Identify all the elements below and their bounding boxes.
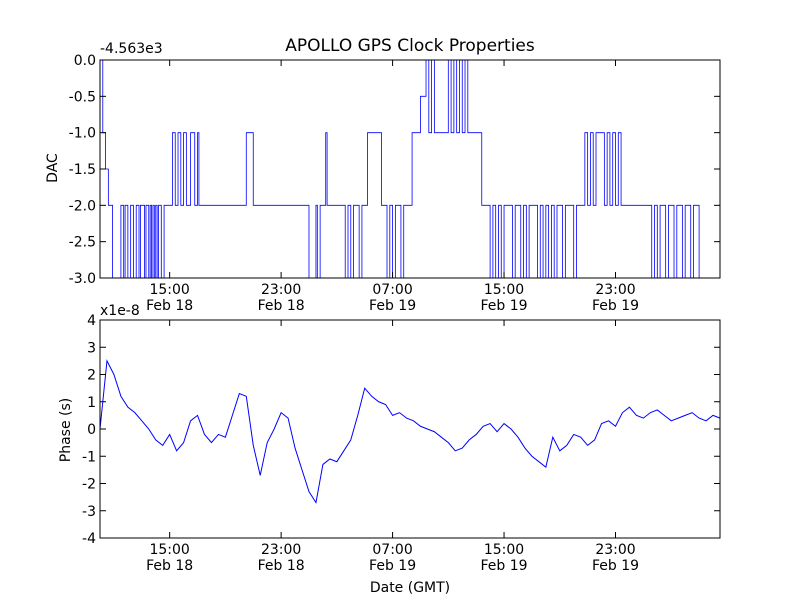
top-axes-frame <box>99 59 721 279</box>
bottom-ytick-label: -1 <box>82 449 96 465</box>
top-yticks: 0.0 -0.5 -1.0 -1.5 -2.0 -2.5 -3.0 <box>69 53 720 287</box>
chart-title: APOLLO GPS Clock Properties <box>285 36 535 56</box>
bottom-xtick-label-date: Feb 19 <box>481 558 528 574</box>
top-xtick-label-date: Feb 19 <box>481 298 528 314</box>
bottom-ytick-label: -2 <box>82 477 96 493</box>
top-series <box>100 59 702 279</box>
top-ytick-label: -2.5 <box>69 235 96 251</box>
bottom-ytick-label: 3 <box>87 340 96 356</box>
bottom-offset-text: x1e-8 <box>100 303 140 319</box>
top-ytick-label: 0.0 <box>74 53 96 69</box>
bottom-series-line <box>99 359 721 504</box>
top-ytick-label: -0.5 <box>69 89 96 105</box>
top-ytick-label: -2.0 <box>69 198 96 214</box>
bottom-ytick-label: -4 <box>82 531 96 547</box>
top-xtick-label-date: Feb 19 <box>592 298 639 314</box>
bottom-axes-frame <box>99 319 721 539</box>
top-ytick-label: -1.5 <box>69 162 96 178</box>
top-xtick-label-time: 15:00 <box>149 282 189 298</box>
top-xtick-label-date: Feb 19 <box>369 298 416 314</box>
bottom-ylabel: Phase (s) <box>58 398 74 462</box>
top-ytick-label: -1.0 <box>69 126 96 142</box>
bottom-xtick-label-date: Feb 19 <box>369 558 416 574</box>
top-xtick-label-date: Feb 18 <box>146 298 193 314</box>
top-xtick-label-time: 15:00 <box>484 282 524 298</box>
bottom-ytick-label: 4 <box>87 313 96 329</box>
top-ylabel: DAC <box>45 153 61 183</box>
top-xtick-label-time: 07:00 <box>372 282 412 298</box>
bottom-xtick-label-time: 15:00 <box>149 542 189 558</box>
bottom-ytick-label: 0 <box>87 422 96 438</box>
bottom-ytick-label: -3 <box>82 504 96 520</box>
top-xtick-label-time: 23:00 <box>595 282 635 298</box>
bottom-ytick-label: 1 <box>87 395 96 411</box>
bottom-xtick-label-date: Feb 19 <box>592 558 639 574</box>
bottom-xtick-label-time: 07:00 <box>372 542 412 558</box>
bottom-xtick-label-date: Feb 18 <box>146 558 193 574</box>
bottom-xtick-label-time: 23:00 <box>261 542 301 558</box>
bottom-yticks: 4 3 2 1 0 -1 -2 -3 -4 <box>82 313 720 547</box>
bottom-xtick-label-time: 23:00 <box>595 542 635 558</box>
x-axis-label: Date (GMT) <box>370 580 450 596</box>
top-xtick-label-time: 23:00 <box>261 282 301 298</box>
bottom-series <box>99 359 721 504</box>
panel-top: -4.563e3 DAC 0.0 -0.5 -1.0 -1.5 -2.0 -2.5 -3.0… <box>45 41 721 314</box>
top-offset-text: -4.563e3 <box>100 41 163 57</box>
bottom-xtick-label-time: 15:00 <box>484 542 524 558</box>
top-xtick-label-date: Feb 18 <box>258 298 305 314</box>
top-ytick-label: -3.0 <box>69 271 96 287</box>
bottom-ytick-label: 2 <box>87 368 96 384</box>
top-series-line <box>100 59 702 279</box>
bottom-xtick-label-date: Feb 18 <box>258 558 305 574</box>
